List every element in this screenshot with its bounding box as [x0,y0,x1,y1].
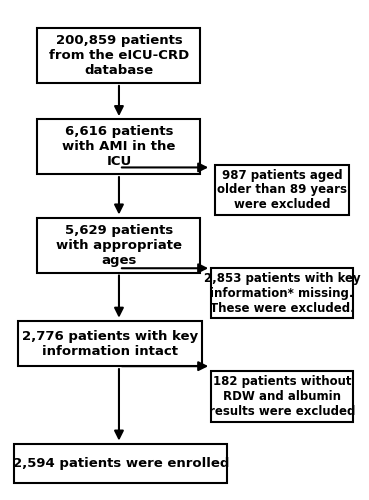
FancyBboxPatch shape [38,218,200,273]
Text: 5,629 patients
with appropriate
ages: 5,629 patients with appropriate ages [56,224,182,266]
FancyBboxPatch shape [14,444,227,484]
Text: 2,594 patients were enrolled: 2,594 patients were enrolled [13,457,229,470]
FancyBboxPatch shape [38,28,200,83]
Text: 2,776 patients with key
information intact: 2,776 patients with key information inta… [22,330,198,357]
FancyBboxPatch shape [18,321,202,366]
FancyBboxPatch shape [211,268,353,318]
Text: 200,859 patients
from the eICU-CRD
database: 200,859 patients from the eICU-CRD datab… [49,34,189,77]
FancyBboxPatch shape [215,165,349,215]
Text: 182 patients without
RDW and albumin
results were excluded: 182 patients without RDW and albumin res… [209,375,355,418]
Text: 6,616 patients
with AMI in the
ICU: 6,616 patients with AMI in the ICU [62,126,176,168]
FancyBboxPatch shape [38,119,200,174]
Text: 2,853 patients with key
information* missing.
These were excluded.: 2,853 patients with key information* mis… [204,272,360,314]
FancyBboxPatch shape [211,371,353,422]
Text: 987 patients aged
older than 89 years
were excluded: 987 patients aged older than 89 years we… [217,168,347,212]
